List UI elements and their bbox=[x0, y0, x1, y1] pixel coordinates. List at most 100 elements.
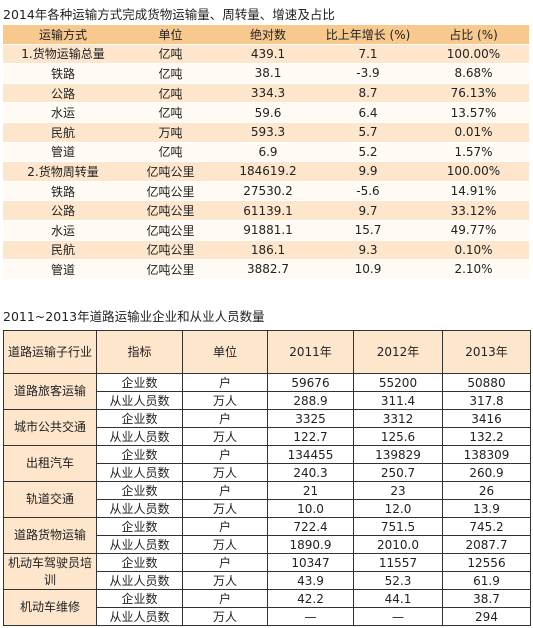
table-cell: 亿吨公里 bbox=[123, 181, 218, 202]
table-cell: 户 bbox=[182, 553, 268, 572]
header-row: 运输方式 单位 绝对数 比上年增长 (%) 占比 (%) bbox=[3, 25, 529, 45]
table-cell: 从业人员数 bbox=[96, 463, 183, 482]
header-cell: 运输方式 bbox=[3, 25, 123, 45]
table-cell: 管道 bbox=[3, 259, 123, 280]
table-cell: 5.7 bbox=[318, 122, 418, 143]
header-cell: 比上年增长 (%) bbox=[318, 25, 418, 45]
table-cell: 6.9 bbox=[218, 142, 318, 163]
table-cell: 311.4 bbox=[353, 391, 443, 410]
table-cell: 42.2 bbox=[267, 589, 354, 608]
table-cell: 民航 bbox=[3, 240, 123, 261]
table-cell: 万吨 bbox=[123, 122, 218, 143]
table-cell: 企业数 bbox=[96, 553, 183, 572]
table-cell: 8.7 bbox=[318, 83, 418, 104]
table-cell: 100.00% bbox=[418, 44, 529, 65]
table-cell: 186.1 bbox=[218, 240, 318, 261]
table-row: 从业人员数 万人 1890.9 2010.0 2087.7 bbox=[4, 535, 531, 554]
table-cell: 亿吨 bbox=[123, 63, 218, 84]
table-cell: 企业数 bbox=[96, 517, 183, 536]
table-row: 2.货物周转量 亿吨公里 184619.2 9.9 100.00% bbox=[3, 161, 529, 182]
header-cell: 指标 bbox=[96, 330, 183, 374]
group-cell: 轨道交通 bbox=[3, 481, 97, 518]
table-cell: 企业数 bbox=[96, 409, 183, 428]
group-cell: 城市公共交通 bbox=[3, 409, 97, 446]
table-cell: 9.7 bbox=[318, 200, 418, 221]
header-cell: 占比 (%) bbox=[418, 25, 529, 45]
table-cell: 43.9 bbox=[267, 571, 354, 590]
table-cell: 288.9 bbox=[267, 391, 354, 410]
table-row: 从业人员数 万人 240.3 250.7 260.9 bbox=[4, 463, 531, 482]
table-title: 2014年各种运输方式完成货物运输量、周转量、增速及占比 bbox=[3, 7, 335, 22]
table-cell: 企业数 bbox=[96, 373, 183, 392]
table-cell: 12556 bbox=[442, 553, 531, 572]
table-cell: 从业人员数 bbox=[96, 535, 183, 554]
group-cell: 机动车维修 bbox=[3, 589, 97, 626]
table-cell: 亿吨 bbox=[123, 44, 218, 65]
table-cell: -3.9 bbox=[318, 63, 418, 84]
table-cell: — bbox=[353, 607, 443, 626]
table-cell: 万人 bbox=[182, 571, 268, 590]
table-cell: 132.2 bbox=[442, 427, 531, 446]
table-cell: 3416 bbox=[442, 409, 531, 428]
table-cell: 10.9 bbox=[318, 259, 418, 280]
table-cell: 15.7 bbox=[318, 220, 418, 241]
table-cell: 亿吨 bbox=[123, 102, 218, 123]
table-cell: — bbox=[267, 607, 354, 626]
table-cell: 13.57% bbox=[418, 102, 529, 123]
table-cell: 亿吨 bbox=[123, 142, 218, 163]
table-cell: 亿吨 bbox=[123, 83, 218, 104]
table-row: 轨道交通 企业数户 21 23 26 bbox=[3, 481, 531, 518]
header-cell: 2013年 bbox=[442, 330, 531, 374]
table-cell: 184619.2 bbox=[218, 161, 318, 182]
table-cell: 从业人员数 bbox=[96, 607, 183, 626]
table-cell: 从业人员数 bbox=[96, 391, 183, 410]
table-cell: 亿吨公里 bbox=[123, 161, 218, 182]
table-row: 1.货物运输总量 亿吨 439.1 7.1 100.00% bbox=[3, 44, 529, 65]
table-cell: 民航 bbox=[3, 122, 123, 143]
table-cell: 3882.7 bbox=[218, 259, 318, 280]
table-cell: 户 bbox=[182, 373, 268, 392]
table-cell: 44.1 bbox=[353, 589, 443, 608]
table-cell: 10.0 bbox=[267, 499, 354, 518]
table-cell: 439.1 bbox=[218, 44, 318, 65]
table-cell: 户 bbox=[182, 445, 268, 464]
table-row: 管道 亿吨 6.9 5.2 1.57% bbox=[3, 142, 529, 163]
table-cell: 从业人员数 bbox=[96, 499, 183, 518]
table-cell: 万人 bbox=[182, 607, 268, 626]
table-cell: 3312 bbox=[353, 409, 443, 428]
table-cell: 317.8 bbox=[442, 391, 531, 410]
table-cell: 2087.7 bbox=[442, 535, 531, 554]
table-cell: 134455 bbox=[267, 445, 354, 464]
table-cell: 593.3 bbox=[218, 122, 318, 143]
table-title: 2011~2013年道路运输业企业和从业人员数量 bbox=[3, 309, 265, 324]
table-row: 道路旅客运输 企业数户 59676 55200 50880 bbox=[3, 373, 531, 410]
table-cell: 125.6 bbox=[353, 427, 443, 446]
table-row: 水运 亿吨 59.6 6.4 13.57% bbox=[3, 102, 529, 123]
table-cell: 250.7 bbox=[353, 463, 443, 482]
table-cell: 万人 bbox=[182, 463, 268, 482]
table-row: 城市公共交通 企业数户 3325 3312 3416 bbox=[3, 409, 531, 446]
table-cell: 751.5 bbox=[353, 517, 443, 536]
header-cell: 2011年 bbox=[267, 330, 354, 374]
header-cell: 2012年 bbox=[353, 330, 443, 374]
group-cell: 道路旅客运输 bbox=[3, 373, 97, 410]
table-row: 从业人员数 万人 288.9 311.4 317.8 bbox=[4, 391, 531, 410]
group-cell: 道路货物运输 bbox=[3, 517, 97, 554]
table-cell: 0.01% bbox=[418, 122, 529, 143]
table-cell: 万人 bbox=[182, 427, 268, 446]
table-cell: 122.7 bbox=[267, 427, 354, 446]
table-cell: 从业人员数 bbox=[96, 427, 183, 446]
table-cell: 户 bbox=[182, 481, 268, 500]
table-cell: 33.12% bbox=[418, 200, 529, 221]
table-cell: 23 bbox=[353, 481, 443, 500]
table-cell: 水运 bbox=[3, 220, 123, 241]
table-cell: 铁路 bbox=[3, 63, 123, 84]
table-cell: 企业数 bbox=[96, 589, 183, 608]
group-cell: 出租汽车 bbox=[3, 445, 97, 482]
table-cell: 户 bbox=[182, 589, 268, 608]
table-cell: 亿吨公里 bbox=[123, 220, 218, 241]
table-cell: 294 bbox=[442, 607, 531, 626]
table-cell: 49.77% bbox=[418, 220, 529, 241]
table-cell: 260.9 bbox=[442, 463, 531, 482]
